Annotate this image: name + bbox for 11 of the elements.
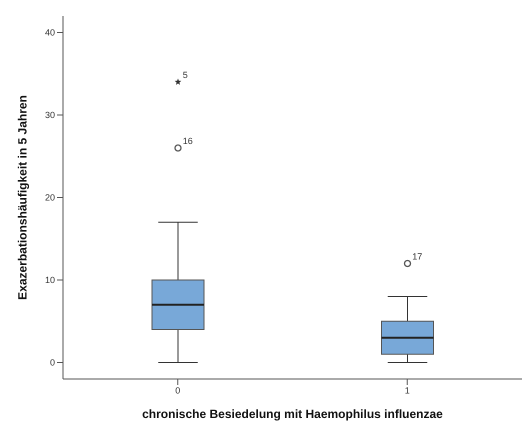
y-tick-label: 20 xyxy=(44,192,55,203)
y-tick-label: 40 xyxy=(44,28,55,38)
y-tick-label: 0 xyxy=(50,358,55,368)
x-axis-title: chronische Besiedelung mit Haemophilus influenzae xyxy=(142,407,444,421)
y-tick-label: 10 xyxy=(44,275,55,286)
y-tick-label: 30 xyxy=(44,110,55,120)
annotation: 17 xyxy=(412,252,422,262)
x-tick-label: 1 xyxy=(404,385,410,396)
annotation: 5 xyxy=(182,70,188,80)
annotation: 16 xyxy=(182,136,193,146)
y-axis-title: Exazerbationshäufigkeit in 5 Jahren xyxy=(15,95,30,300)
